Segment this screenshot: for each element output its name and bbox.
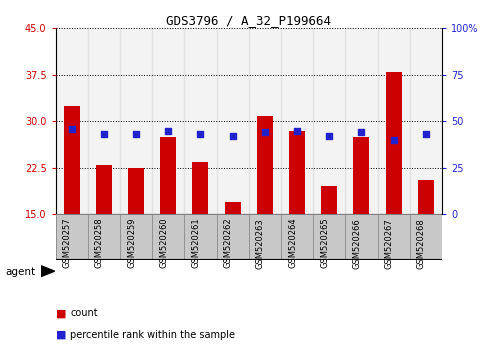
Point (422, 131, 430, 137)
Bar (152, 216, 249, 260)
Text: GSM520259: GSM520259 (127, 218, 136, 268)
Bar (185, 28, 216, 214)
Point (68, 126, 75, 131)
Text: ■: ■ (56, 308, 66, 318)
Bar (418, 180, 434, 214)
Text: GSM520260: GSM520260 (159, 218, 168, 268)
Bar (225, 202, 241, 214)
Polygon shape (41, 266, 55, 276)
Bar (56, 216, 152, 260)
Bar (185, 214, 216, 260)
Text: GlcPAF: GlcPAF (279, 233, 315, 243)
Point (229, 133, 237, 139)
Bar (257, 116, 273, 214)
Text: GSM520266: GSM520266 (353, 218, 361, 269)
Bar (345, 216, 442, 260)
Title: GDS3796 / A_32_P199664: GDS3796 / A_32_P199664 (166, 14, 331, 27)
Point (293, 128, 301, 133)
Bar (216, 214, 249, 260)
Bar (88, 28, 120, 214)
Bar (152, 214, 185, 260)
Bar (64, 106, 80, 214)
Bar (410, 214, 442, 260)
Bar (378, 214, 410, 260)
Text: count: count (70, 308, 98, 318)
Bar (88, 214, 120, 260)
Bar (321, 186, 337, 214)
Bar (410, 28, 442, 214)
Text: GSM520263: GSM520263 (256, 218, 265, 269)
Bar (313, 214, 345, 260)
Bar (354, 137, 369, 214)
Bar (128, 168, 144, 214)
Point (357, 130, 365, 135)
Text: edelfosine: edelfosine (367, 233, 421, 243)
Point (261, 130, 269, 135)
Bar (56, 28, 88, 214)
Text: GSM520257: GSM520257 (63, 218, 71, 268)
Bar (378, 28, 410, 214)
Bar (249, 216, 345, 260)
Point (132, 131, 140, 137)
Point (197, 131, 204, 137)
Bar (289, 131, 305, 214)
Point (326, 133, 333, 139)
Bar (56, 214, 88, 260)
Bar (216, 28, 249, 214)
Text: GSM520267: GSM520267 (384, 218, 394, 269)
Bar (120, 28, 152, 214)
Text: InoPAF: InoPAF (183, 233, 218, 243)
Point (100, 131, 108, 137)
Bar (152, 28, 185, 214)
Bar (281, 28, 313, 214)
Text: GSM520261: GSM520261 (191, 218, 200, 268)
Bar (249, 28, 281, 214)
Text: ■: ■ (56, 330, 66, 339)
Point (164, 128, 172, 133)
Text: control: control (85, 233, 122, 243)
Text: GSM520262: GSM520262 (224, 218, 233, 268)
Text: GSM520258: GSM520258 (95, 218, 104, 268)
Bar (313, 28, 345, 214)
Bar (281, 214, 313, 260)
Bar (192, 161, 209, 214)
Bar (345, 28, 378, 214)
Point (390, 137, 398, 143)
Bar (385, 72, 402, 214)
Text: GSM520268: GSM520268 (417, 218, 426, 269)
Bar (345, 214, 378, 260)
Text: GSM520264: GSM520264 (288, 218, 297, 268)
Text: GSM520265: GSM520265 (320, 218, 329, 268)
Text: agent: agent (6, 267, 36, 277)
Text: percentile rank within the sample: percentile rank within the sample (70, 330, 235, 339)
Bar (249, 214, 281, 260)
Bar (96, 165, 112, 214)
Bar (120, 214, 152, 260)
Bar (160, 137, 176, 214)
